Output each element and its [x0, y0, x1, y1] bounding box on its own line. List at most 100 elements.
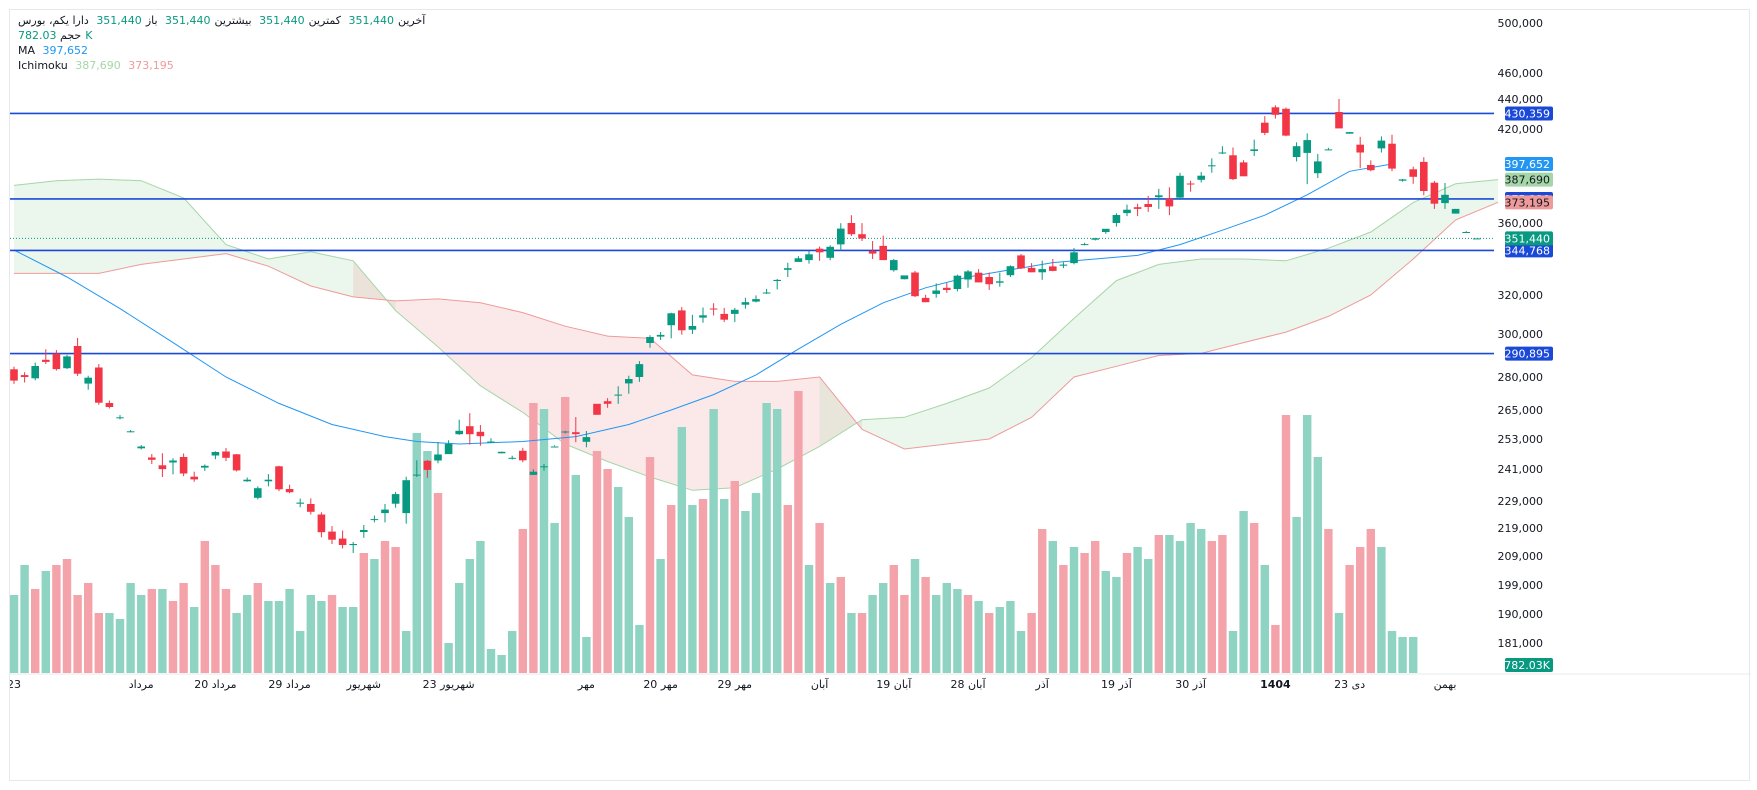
- candle-body[interactable]: [667, 313, 675, 326]
- candle-body[interactable]: [1441, 194, 1449, 204]
- candle-body[interactable]: [1314, 161, 1322, 174]
- candle-body[interactable]: [720, 313, 728, 320]
- candle-body[interactable]: [964, 271, 972, 280]
- candle-body[interactable]: [31, 366, 39, 379]
- candle-body[interactable]: [1038, 269, 1046, 273]
- candle-body[interactable]: [1239, 162, 1248, 177]
- candle-body[interactable]: [169, 460, 177, 463]
- candle-body[interactable]: [1091, 238, 1099, 240]
- candle-body[interactable]: [296, 502, 304, 504]
- candle-body[interactable]: [1229, 155, 1237, 180]
- candle-body[interactable]: [285, 489, 294, 493]
- candle-body[interactable]: [254, 488, 262, 498]
- candle-body[interactable]: [413, 474, 421, 476]
- candle-body[interactable]: [52, 353, 61, 370]
- candle-body[interactable]: [932, 290, 940, 294]
- candle-body[interactable]: [1123, 209, 1131, 214]
- candle-body[interactable]: [105, 403, 114, 407]
- candle-body[interactable]: [179, 457, 188, 474]
- candle-body[interactable]: [1070, 252, 1078, 264]
- candle-body[interactable]: [678, 310, 686, 331]
- candle-body[interactable]: [1165, 198, 1174, 207]
- candle-body[interactable]: [73, 346, 82, 374]
- candle-body[interactable]: [656, 334, 665, 337]
- candle-body[interactable]: [625, 379, 633, 384]
- candle-body[interactable]: [42, 359, 50, 362]
- candle-body[interactable]: [434, 454, 442, 461]
- candle-body[interactable]: [190, 476, 198, 480]
- candle-body[interactable]: [582, 437, 591, 442]
- candle-body[interactable]: [317, 514, 326, 533]
- candle-body[interactable]: [805, 254, 813, 261]
- candle-body[interactable]: [1186, 183, 1195, 185]
- candle-body[interactable]: [1102, 228, 1110, 232]
- candle-body[interactable]: [646, 337, 654, 343]
- candle-body[interactable]: [148, 457, 156, 460]
- candle-body[interactable]: [232, 454, 241, 471]
- candle-body[interactable]: [1282, 108, 1290, 136]
- candle-body[interactable]: [1473, 238, 1481, 240]
- candle-body[interactable]: [20, 375, 29, 377]
- candle-body[interactable]: [1462, 232, 1470, 233]
- candle-body[interactable]: [603, 401, 612, 404]
- candle-body[interactable]: [243, 479, 251, 482]
- candle-body[interactable]: [741, 302, 750, 305]
- candle-body[interactable]: [423, 460, 432, 470]
- candle-body[interactable]: [731, 309, 739, 314]
- candle-body[interactable]: [370, 519, 379, 521]
- candle-body[interactable]: [529, 471, 538, 475]
- candle-body[interactable]: [402, 480, 410, 514]
- candle-body[interactable]: [815, 248, 824, 253]
- candle-body[interactable]: [1197, 175, 1205, 180]
- candle-body[interactable]: [95, 367, 103, 403]
- candle-body[interactable]: [360, 530, 368, 532]
- candle-body[interactable]: [1292, 146, 1301, 157]
- candle-body[interactable]: [1388, 143, 1396, 169]
- candle-body[interactable]: [1144, 204, 1152, 207]
- candle-body[interactable]: [275, 466, 283, 490]
- candle-body[interactable]: [752, 299, 760, 302]
- candle-body[interactable]: [858, 234, 866, 239]
- candle-body[interactable]: [1335, 112, 1343, 129]
- candle-body[interactable]: [943, 287, 951, 290]
- candle-body[interactable]: [508, 457, 516, 459]
- candle-body[interactable]: [444, 443, 453, 455]
- candle-body[interactable]: [1261, 122, 1269, 133]
- candle-body[interactable]: [307, 504, 315, 512]
- candle-body[interactable]: [688, 326, 697, 330]
- candle-body[interactable]: [476, 431, 485, 437]
- candle-body[interactable]: [1324, 149, 1333, 151]
- candle-body[interactable]: [158, 465, 167, 470]
- candle-body[interactable]: [1367, 165, 1375, 171]
- candle-body[interactable]: [1451, 208, 1460, 214]
- candle-body[interactable]: [328, 531, 336, 540]
- candle-body[interactable]: [996, 281, 1004, 283]
- candle-body[interactable]: [137, 446, 145, 449]
- candle-body[interactable]: [1133, 207, 1142, 209]
- candle-body[interactable]: [1398, 179, 1407, 181]
- candle-body[interactable]: [773, 279, 781, 281]
- candle-body[interactable]: [1155, 195, 1163, 198]
- candle-body[interactable]: [794, 258, 803, 262]
- candle-body[interactable]: [709, 308, 718, 310]
- candle-body[interactable]: [1420, 161, 1428, 191]
- candle-body[interactable]: [974, 272, 983, 283]
- candle-body[interactable]: [1208, 165, 1216, 167]
- legend-ma-label[interactable]: MA: [18, 44, 36, 57]
- candle-body[interactable]: [84, 377, 92, 384]
- candle-body[interactable]: [519, 450, 527, 461]
- candle-body[interactable]: [826, 246, 834, 258]
- candle-body[interactable]: [985, 277, 993, 285]
- candle-body[interactable]: [890, 260, 898, 271]
- candle-body[interactable]: [381, 509, 389, 514]
- candle-body[interactable]: [338, 538, 347, 545]
- candle-body[interactable]: [1059, 264, 1068, 266]
- legend-ichimoku-label[interactable]: Ichimoku: [18, 59, 68, 72]
- candle-body[interactable]: [572, 432, 580, 435]
- candle-body[interactable]: [699, 315, 707, 318]
- candle-body[interactable]: [879, 245, 887, 261]
- candle-body[interactable]: [868, 250, 877, 254]
- candle-body[interactable]: [116, 417, 124, 419]
- candle-body[interactable]: [63, 356, 71, 369]
- candle-body[interactable]: [847, 223, 856, 235]
